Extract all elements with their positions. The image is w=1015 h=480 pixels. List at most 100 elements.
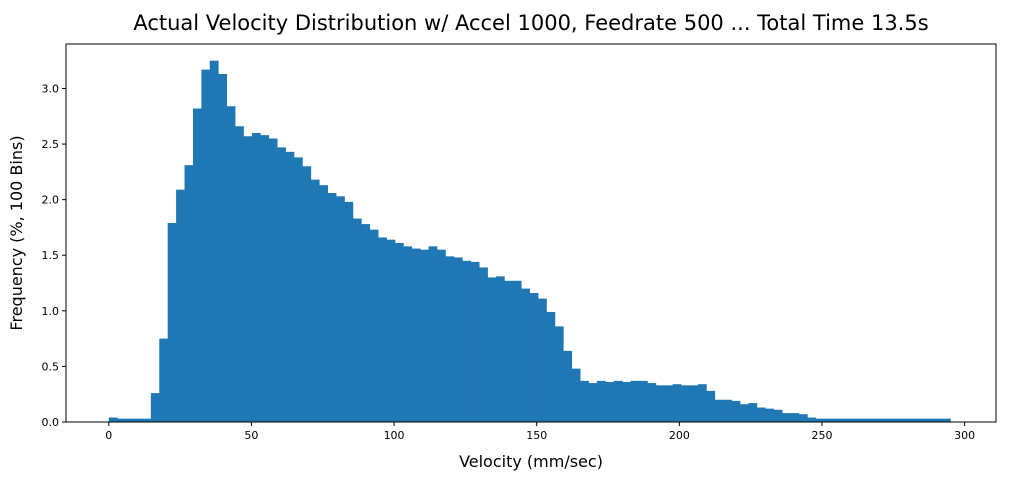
histogram-bar (437, 249, 446, 422)
histogram-bar (622, 381, 631, 422)
histogram-bar (773, 409, 783, 422)
histogram-bar (352, 218, 362, 422)
x-axis: 0 50 100 150 200 250 300 (105, 422, 975, 442)
histogram-bar (302, 166, 312, 422)
histogram-bar (504, 280, 514, 422)
histogram-bar (807, 417, 817, 422)
x-tick-label: 200 (669, 429, 690, 442)
histogram-bar (546, 311, 556, 422)
histogram-bar (117, 418, 127, 422)
histogram-bar (470, 261, 480, 422)
histogram-bar (630, 380, 640, 422)
histogram-bar (605, 381, 615, 422)
histogram-bar (251, 132, 261, 423)
y-axis-label: Frequency (%, 100 Bins) (7, 135, 26, 330)
histogram-bar (167, 222, 177, 422)
histogram-bar (268, 138, 278, 422)
x-tick-label: 100 (384, 429, 405, 442)
histogram-bar (638, 380, 648, 422)
histogram-bar (176, 189, 185, 422)
histogram-bar (150, 393, 160, 422)
y-tick-label: 0.0 (42, 416, 60, 429)
histogram-bar (512, 280, 522, 422)
histogram-bar (647, 383, 657, 422)
x-tick-label: 300 (954, 429, 975, 442)
histogram-bar (428, 246, 438, 422)
histogram-bar (462, 260, 472, 422)
histogram-bar (883, 418, 892, 422)
histogram-bar (933, 418, 943, 422)
histogram-bar (563, 350, 573, 422)
histogram-bar (899, 418, 909, 422)
histogram-bar (815, 418, 825, 422)
histogram-bar (369, 229, 379, 422)
histogram-bar (874, 418, 884, 422)
histogram-bar (866, 418, 876, 422)
histogram-bar (285, 151, 295, 422)
histogram-bar (537, 298, 547, 422)
histogram-bar (849, 418, 859, 422)
histogram-bar (706, 390, 716, 422)
y-tick-label: 1.5 (42, 249, 60, 262)
x-tick-label: 0 (105, 429, 112, 442)
histogram-bar (201, 69, 211, 422)
histogram-bar (765, 408, 775, 422)
histogram-bar (420, 249, 429, 422)
histogram-bar (453, 257, 463, 422)
histogram-bar (293, 157, 303, 422)
histogram-bar (479, 267, 488, 422)
histogram-bar (487, 277, 497, 422)
histogram-bar (681, 385, 690, 422)
histogram-bar (941, 418, 951, 422)
x-tick-label: 50 (244, 429, 258, 442)
bars (108, 60, 951, 423)
histogram-bar (596, 380, 606, 422)
histogram-bar (916, 418, 926, 422)
histogram-bar (378, 237, 387, 422)
histogram-bar (218, 74, 228, 423)
histogram-bar (756, 407, 766, 422)
y-tick-label: 2.5 (42, 138, 60, 151)
histogram-bar (344, 201, 354, 422)
histogram-bar (310, 179, 320, 422)
histogram-bar (739, 404, 749, 422)
histogram-bar (790, 413, 800, 422)
y-axis: 0.0 0.5 1.0 1.5 2.0 2.5 3.0 (42, 82, 66, 429)
histogram-bar (445, 256, 455, 422)
histogram-bar (529, 293, 539, 422)
histogram-bar (125, 418, 135, 422)
histogram-bar (226, 106, 236, 423)
histogram-bar (664, 385, 674, 422)
histogram-bar (361, 224, 371, 422)
histogram-bar (908, 418, 918, 422)
y-tick-label: 3.0 (42, 82, 60, 95)
histogram-bar (159, 338, 169, 422)
histogram-bar (672, 384, 682, 422)
histogram-bar (891, 418, 901, 422)
histogram-bar (235, 126, 244, 422)
histogram-bar (580, 380, 589, 422)
histogram-bar (655, 385, 665, 422)
histogram-bar (782, 413, 791, 422)
histogram-bar (613, 380, 623, 422)
histogram-bar (108, 417, 118, 422)
histogram-bar (134, 418, 143, 422)
histogram-bar (209, 60, 219, 422)
histogram-bar (184, 165, 194, 422)
y-tick-label: 0.5 (42, 360, 60, 373)
histogram-bar (824, 418, 833, 422)
chart-title: Actual Velocity Distribution w/ Accel 10… (133, 11, 928, 35)
plot-frame (65, 43, 997, 423)
x-tick-label: 150 (526, 429, 547, 442)
histogram-bar (748, 403, 758, 422)
histogram-bar (697, 384, 707, 422)
histogram-bar (588, 383, 598, 422)
histogram-bar (336, 196, 345, 422)
histogram-bar (260, 135, 270, 422)
x-tick-label: 250 (811, 429, 832, 442)
histogram-bar (689, 385, 699, 422)
histogram-bar (394, 243, 404, 422)
histogram-bar (832, 418, 842, 422)
histogram-bar (521, 288, 530, 422)
